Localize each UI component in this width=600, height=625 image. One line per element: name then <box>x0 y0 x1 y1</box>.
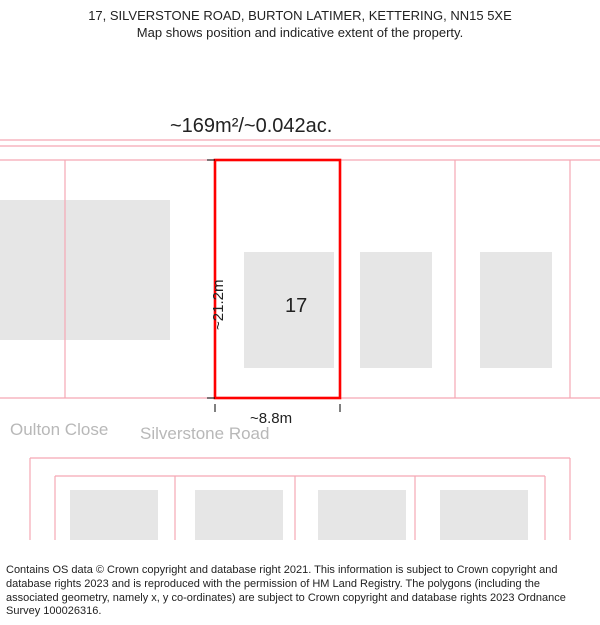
property-map: ~169m²/~0.042ac. ~21.2m ~8.8m 17 Oulton … <box>0 60 600 540</box>
road-label-silverstone: Silverstone Road <box>140 424 269 444</box>
road-label-oulton: Oulton Close <box>10 420 108 440</box>
area-measurement: ~169m²/~0.042ac. <box>170 115 332 138</box>
map-subtitle: Map shows position and indicative extent… <box>10 25 590 40</box>
property-address: 17, SILVERSTONE ROAD, BURTON LATIMER, KE… <box>10 8 590 23</box>
dimension-depth: ~21.2m <box>210 280 227 330</box>
copyright-footer: Contains OS data © Crown copyright and d… <box>6 564 594 619</box>
header: 17, SILVERSTONE ROAD, BURTON LATIMER, KE… <box>0 0 600 44</box>
plot-number: 17 <box>285 295 307 318</box>
